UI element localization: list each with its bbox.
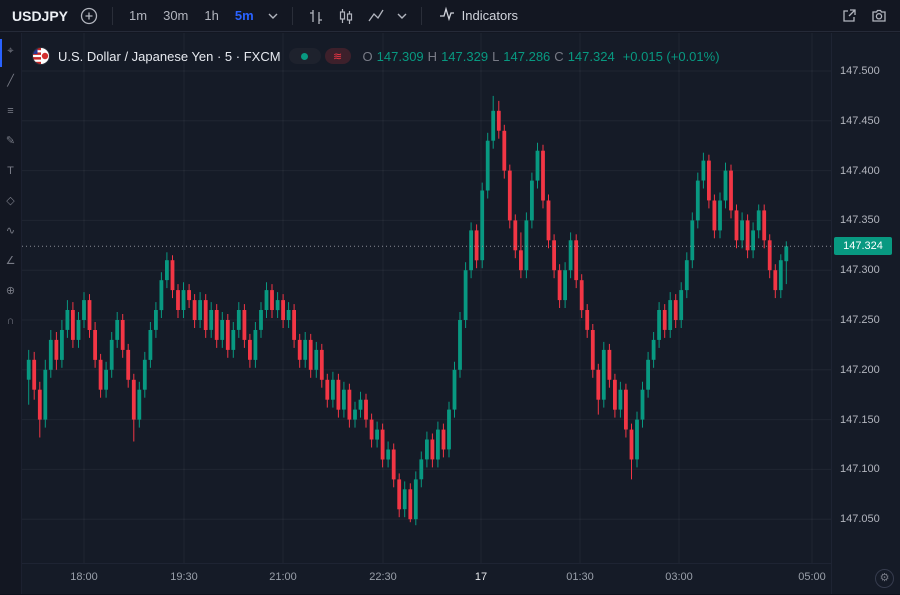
price-axis-label: 147.050 [840,513,880,526]
open-label: O [362,48,373,64]
price-axis[interactable]: 147.324 ⚙ 147.500 147.450 147.400 147.350 14… [831,33,900,594]
chevron-down-icon [397,13,407,19]
price-axis-label: 147.500 [840,65,880,77]
time-axis-label: 17 [474,571,488,583]
settings-icon[interactable]: ⚙ [875,569,894,588]
candles-chart-icon [337,7,355,25]
candles-style-button[interactable] [333,5,359,27]
open-new-window-button[interactable] [836,5,862,27]
area-chart-icon [367,7,385,25]
symbol-name[interactable]: USDJPY [12,7,69,24]
brush-tool[interactable]: ✎ [5,135,16,147]
delayed-data-badge[interactable]: ≋ [324,48,351,64]
price-axis-label: 147.400 [840,164,880,177]
candlestick-plot[interactable] [22,33,832,563]
price-axis-label: 147.150 [840,413,880,426]
usdjpy-flag-icon [32,47,50,65]
low-value: 147.286 [503,48,551,64]
delayed-data-icon: ≋ [332,50,343,63]
timeframe-30m[interactable]: 30m [157,5,194,26]
toolbar-separator [112,6,114,25]
toolbar-separator [420,6,422,25]
chart-main: ⌖ ╱ ≡ ✎ T ◇ ∿ ∠ ⊕ ∩ [0,33,900,594]
plus-circle-icon [80,7,98,25]
bars-chart-icon [307,7,325,25]
external-link-icon [840,7,858,25]
time-axis-label: 18:00 [70,571,98,583]
crosshair-tool[interactable]: ⌖ [7,45,14,57]
timeframe-1m[interactable]: 1m [123,5,153,26]
text-tool[interactable]: T [7,165,14,177]
market-status-pill[interactable] [288,48,321,64]
indicators-icon [438,5,456,26]
drawing-toolbar: ⌖ ╱ ≡ ✎ T ◇ ∿ ∠ ⊕ ∩ [0,33,22,594]
market-open-dot-icon [301,52,309,60]
trend-line-tool[interactable]: ╱ [7,75,14,87]
time-axis[interactable]: 18:00 19:30 21:00 22:30 17 01:30 03:00 05:00 [22,563,832,595]
low-label: L [492,48,500,64]
forecast-tool[interactable]: ∿ [5,225,16,237]
timeframe-5m[interactable]: 5m [229,5,260,26]
price-axis-label: 147.300 [840,264,880,277]
current-price-tag: 147.324 [834,237,892,256]
close-value: 147.324 [567,48,615,64]
high-value: 147.329 [441,48,489,64]
chevron-down-icon [268,13,278,19]
price-axis-label: 147.100 [840,463,880,476]
timeframe-dropdown-button[interactable] [264,11,282,21]
indicators-button[interactable]: Indicators [432,2,524,29]
top-toolbar: USDJPY 1m 30m 1h 5m [0,0,900,32]
symbol-title[interactable]: U.S. Dollar / Japanese Yen · 5 · FXCM [58,48,281,64]
ohlc-readout: O 147.309 H 147.329 L 147.286 C 147.324 +0.0… [363,49,720,64]
add-symbol-button[interactable] [76,5,102,27]
chart-pane[interactable]: U.S. Dollar / Japanese Yen · 5 · FXCM ≋ … [22,33,832,594]
snapshot-button[interactable] [866,5,892,27]
area-style-button[interactable] [363,5,389,27]
measure-tool[interactable]: ∠ [5,255,16,267]
time-axis-label: 03:00 [665,571,693,583]
indicators-label: Indicators [461,8,519,23]
close-label: C [554,48,564,64]
price-axis-label: 147.450 [840,114,880,127]
price-axis-label: 147.250 [840,314,880,326]
active-tool-indicator [0,39,2,67]
chart-style-dropdown-button[interactable] [393,11,411,21]
timeframe-1h[interactable]: 1h [198,5,224,26]
time-axis-label: 21:00 [269,571,297,583]
toolbar-separator [291,6,293,25]
camera-icon [870,7,888,25]
price-axis-label: 147.200 [840,363,880,376]
price-axis-label: 147.350 [840,214,880,227]
change-value: +0.015 (+0.01%) [622,48,720,64]
fib-retracement-tool[interactable]: ≡ [7,105,14,117]
time-axis-label: 01:30 [566,571,594,583]
high-label: H [427,48,438,64]
zoom-tool[interactable]: ⊕ [5,285,16,297]
chart-legend: U.S. Dollar / Japanese Yen · 5 · FXCM ≋ … [32,47,720,65]
bars-style-button[interactable] [303,5,329,27]
time-axis-label: 05:00 [798,571,826,583]
time-axis-label: 19:30 [170,571,198,583]
patterns-tool[interactable]: ◇ [6,195,15,207]
magnet-tool[interactable]: ∩ [6,315,15,327]
open-value: 147.309 [376,48,424,64]
time-axis-label: 22:30 [369,571,397,583]
